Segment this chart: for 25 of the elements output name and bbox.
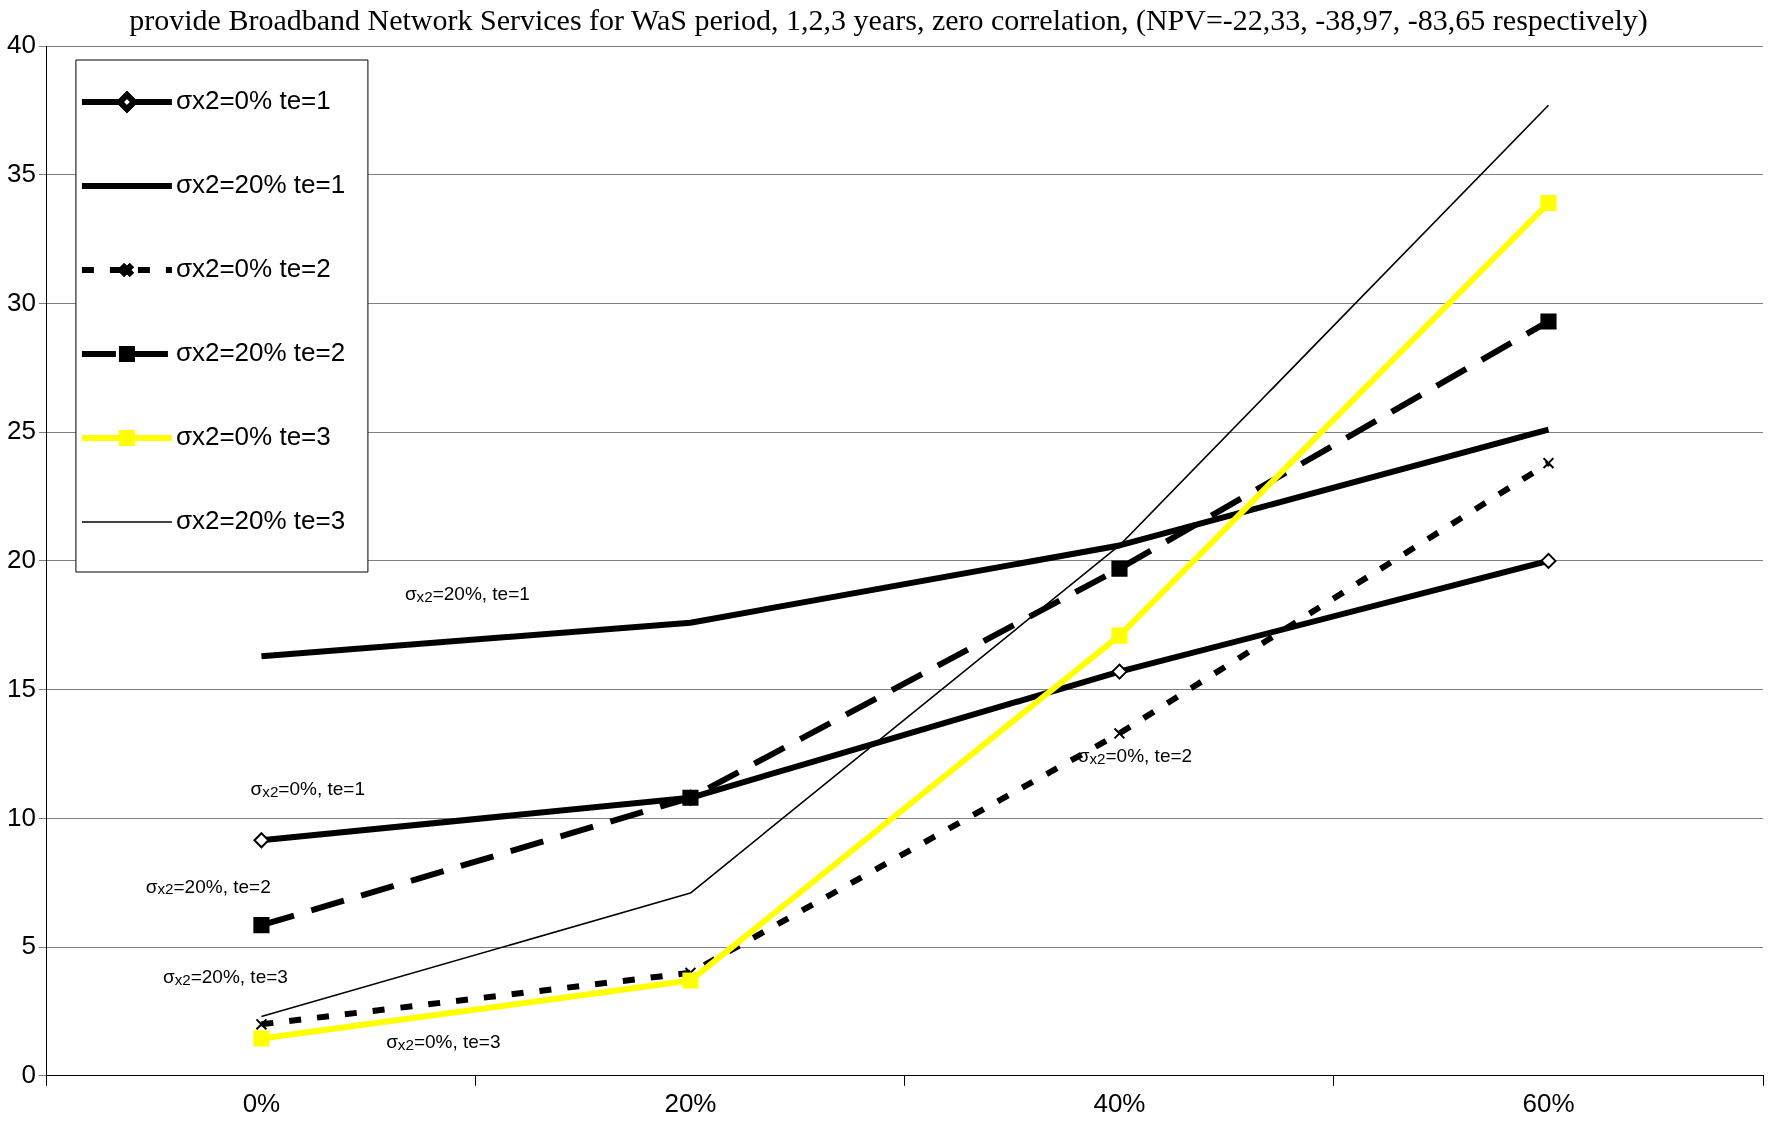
x-tick-label: 20% (664, 1087, 717, 1118)
x-tick-label: 0% (242, 1087, 281, 1118)
x-tick-label: 60% (1522, 1087, 1575, 1118)
legend-label: σx2=20% te=3 (175, 505, 346, 536)
annotation: σx2=20%, te=1 (404, 583, 530, 605)
legend-label: σx2=20% te=1 (175, 169, 346, 200)
annotation: σx2=20%, te=3 (162, 966, 288, 989)
chart-title: provide Broadband Network Services for WaS period, 1,2,3 years, zero correlation, (NPV=-22,33, -38,97, -83,65 respectively) (129, 2, 1648, 37)
legend-label: σx2=20% te=2 (175, 337, 346, 368)
annotation: σx2=20%, te=2 (145, 875, 271, 898)
y-tick-label: 10 (7, 801, 36, 832)
y-tick-label: 5 (21, 930, 36, 961)
y-tick-label: 15 (7, 672, 36, 703)
y-tick-label: 25 (7, 415, 36, 446)
y-tick-label: 0 (21, 1058, 36, 1089)
y-tick-label: 30 (7, 286, 36, 317)
y-tick-label: 20 (7, 544, 36, 575)
legend-label: σx2=0% te=1 (175, 85, 331, 116)
legend-label: σx2=0% te=2 (175, 253, 331, 284)
x-tick-label: 40% (1093, 1087, 1146, 1118)
annotation: σx2=0%, te=3 (386, 1031, 501, 1053)
y-tick-label: 35 (7, 157, 36, 188)
annotation: σx2=0%, te=1 (250, 777, 365, 800)
legend-label: σx2=0% te=3 (175, 421, 331, 452)
y-tick-label: 40 (7, 29, 36, 60)
